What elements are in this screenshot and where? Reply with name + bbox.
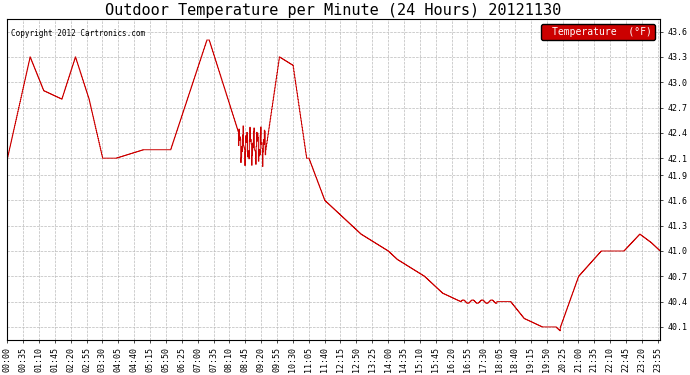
Title: Outdoor Temperature per Minute (24 Hours) 20121130: Outdoor Temperature per Minute (24 Hours… [106, 3, 562, 18]
Text: Copyright 2012 Cartronics.com: Copyright 2012 Cartronics.com [10, 28, 145, 38]
Legend: Temperature  (°F): Temperature (°F) [541, 24, 655, 40]
